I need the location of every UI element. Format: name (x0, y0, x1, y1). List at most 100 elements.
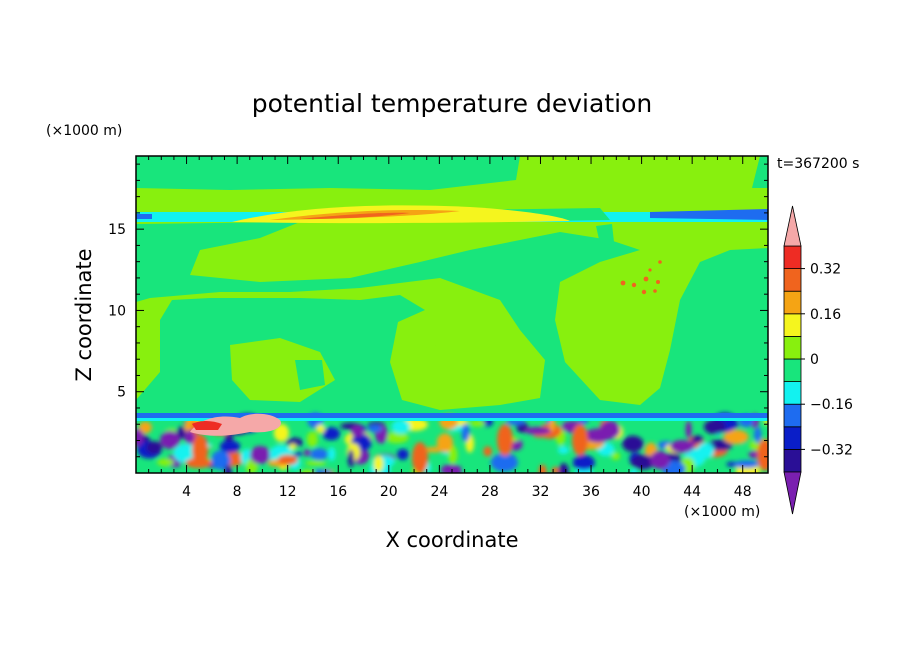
chart-title: potential temperature deviation (252, 89, 652, 118)
anomaly-cell (310, 448, 329, 461)
x-tick-label: 44 (683, 484, 701, 500)
anomaly-cell (557, 446, 570, 455)
warm-column (192, 434, 208, 466)
warm-column (757, 439, 768, 471)
anomaly-cell (733, 460, 760, 468)
colorbar-extend-min (783, 471, 802, 515)
anomaly-cell (629, 468, 638, 473)
anomaly-cell (304, 448, 311, 457)
colorbar-segment (783, 358, 802, 383)
anomaly-cell (396, 448, 409, 460)
anomaly-cell (670, 439, 695, 454)
x-tick-label: 20 (380, 484, 398, 500)
plot-area (136, 156, 768, 473)
x-axis: 4 8 12 16 20 24 28 32 36 40 44 48 (148, 156, 756, 500)
anomaly-cell (347, 449, 355, 468)
anomaly-cell (558, 463, 569, 473)
x-tick-label: 36 (582, 484, 600, 500)
colorbar-label: −0.16 (810, 397, 853, 413)
upper-warm-lens (232, 205, 570, 224)
cold-core (600, 421, 620, 439)
warm-column (572, 424, 588, 456)
colorbar-segment (783, 268, 802, 292)
anomaly-cell (350, 425, 364, 438)
anomaly-cell (391, 419, 411, 434)
anomaly-cell (328, 446, 336, 462)
x-tick-label: 40 (633, 484, 651, 500)
anomaly-cell (306, 431, 318, 448)
anomaly-cell (572, 455, 595, 471)
colorbar-segment (783, 448, 802, 473)
y-axis-label: Z coordinate (72, 248, 96, 381)
anomaly-cell (136, 429, 144, 447)
colorbar-segment (783, 335, 802, 360)
colorbar-label: 0 (810, 352, 819, 368)
anomaly-cell (549, 417, 556, 432)
colorbar-label: 0.16 (810, 307, 841, 323)
colorbar-segment (783, 313, 802, 337)
anomaly-cell (448, 445, 458, 465)
anomaly-cell (156, 458, 174, 467)
anomaly-cell (138, 421, 152, 434)
y-tick-label: 15 (108, 222, 126, 238)
colorbar-segment (783, 290, 802, 315)
x-tick-label: 32 (532, 484, 550, 500)
anomaly-cell (454, 468, 462, 473)
cold-core (650, 451, 670, 469)
anomaly-cell (217, 459, 232, 464)
lower-turbulent-layer (136, 412, 768, 473)
anomaly-cell (703, 419, 726, 435)
anomaly-cell (277, 454, 298, 466)
cold-core (250, 446, 270, 464)
y-tick-label: 10 (108, 303, 126, 319)
warm-speckles (620, 260, 662, 295)
anomaly-cell (146, 441, 163, 454)
y-axis-unit: (×1000 m) (46, 123, 122, 139)
anomaly-cell (373, 455, 384, 472)
colorbar-label: −0.32 (810, 442, 853, 458)
anomaly-cell (523, 426, 552, 435)
x-tick-label: 28 (481, 484, 499, 500)
time-label: t=367200 s (777, 156, 859, 172)
x-tick-label: 48 (734, 484, 752, 500)
anomaly-cell (723, 429, 749, 445)
warm-column (412, 442, 428, 473)
warm-column (497, 424, 513, 456)
anomaly-cell (368, 424, 383, 433)
x-tick-label: 12 (279, 484, 297, 500)
anomaly-cell (384, 431, 409, 444)
anomaly-cell (288, 443, 297, 450)
anomaly-cell (622, 435, 644, 452)
x-tick-label: 24 (430, 484, 448, 500)
anomaly-cell (305, 460, 326, 466)
anomaly-cell (707, 439, 733, 451)
anomaly-cell (630, 454, 655, 470)
x-tick-label: 4 (182, 484, 191, 500)
anomaly-cell (611, 452, 621, 460)
colorbar-segment (783, 381, 802, 405)
anomaly-cell (490, 453, 518, 472)
anomaly-cell (469, 420, 486, 427)
anomaly-cell (315, 424, 326, 434)
anomaly-cell (685, 420, 692, 439)
anomaly-cell (436, 433, 454, 453)
anomaly-cell (691, 435, 704, 444)
anomaly-cell (538, 464, 547, 473)
anomaly-cell (461, 423, 470, 442)
cold-core (160, 431, 180, 449)
x-tick-label: 8 (233, 484, 242, 500)
anomaly-cell (322, 427, 340, 441)
x-axis-label: X coordinate (385, 528, 518, 552)
y-tick-label: 5 (117, 385, 126, 401)
x-axis-unit: (×1000 m) (684, 504, 760, 520)
anomaly-cell (299, 469, 316, 473)
anomaly-cell (483, 446, 493, 457)
anomaly-cell (224, 464, 232, 473)
colorbar-extend-max (783, 205, 802, 247)
anomaly-cell (574, 468, 594, 473)
anomaly-cell (273, 423, 290, 442)
colorbar-label: 0.32 (810, 262, 841, 278)
anomaly-cell (173, 443, 198, 463)
colorbar: 0.32 0.16 0 −0.16 −0.32 (783, 205, 853, 515)
